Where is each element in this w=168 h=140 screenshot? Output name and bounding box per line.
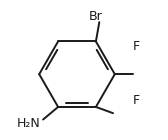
Text: F: F — [132, 94, 139, 107]
Text: F: F — [132, 40, 139, 53]
Text: Br: Br — [89, 10, 103, 23]
Text: H₂N: H₂N — [16, 117, 40, 130]
